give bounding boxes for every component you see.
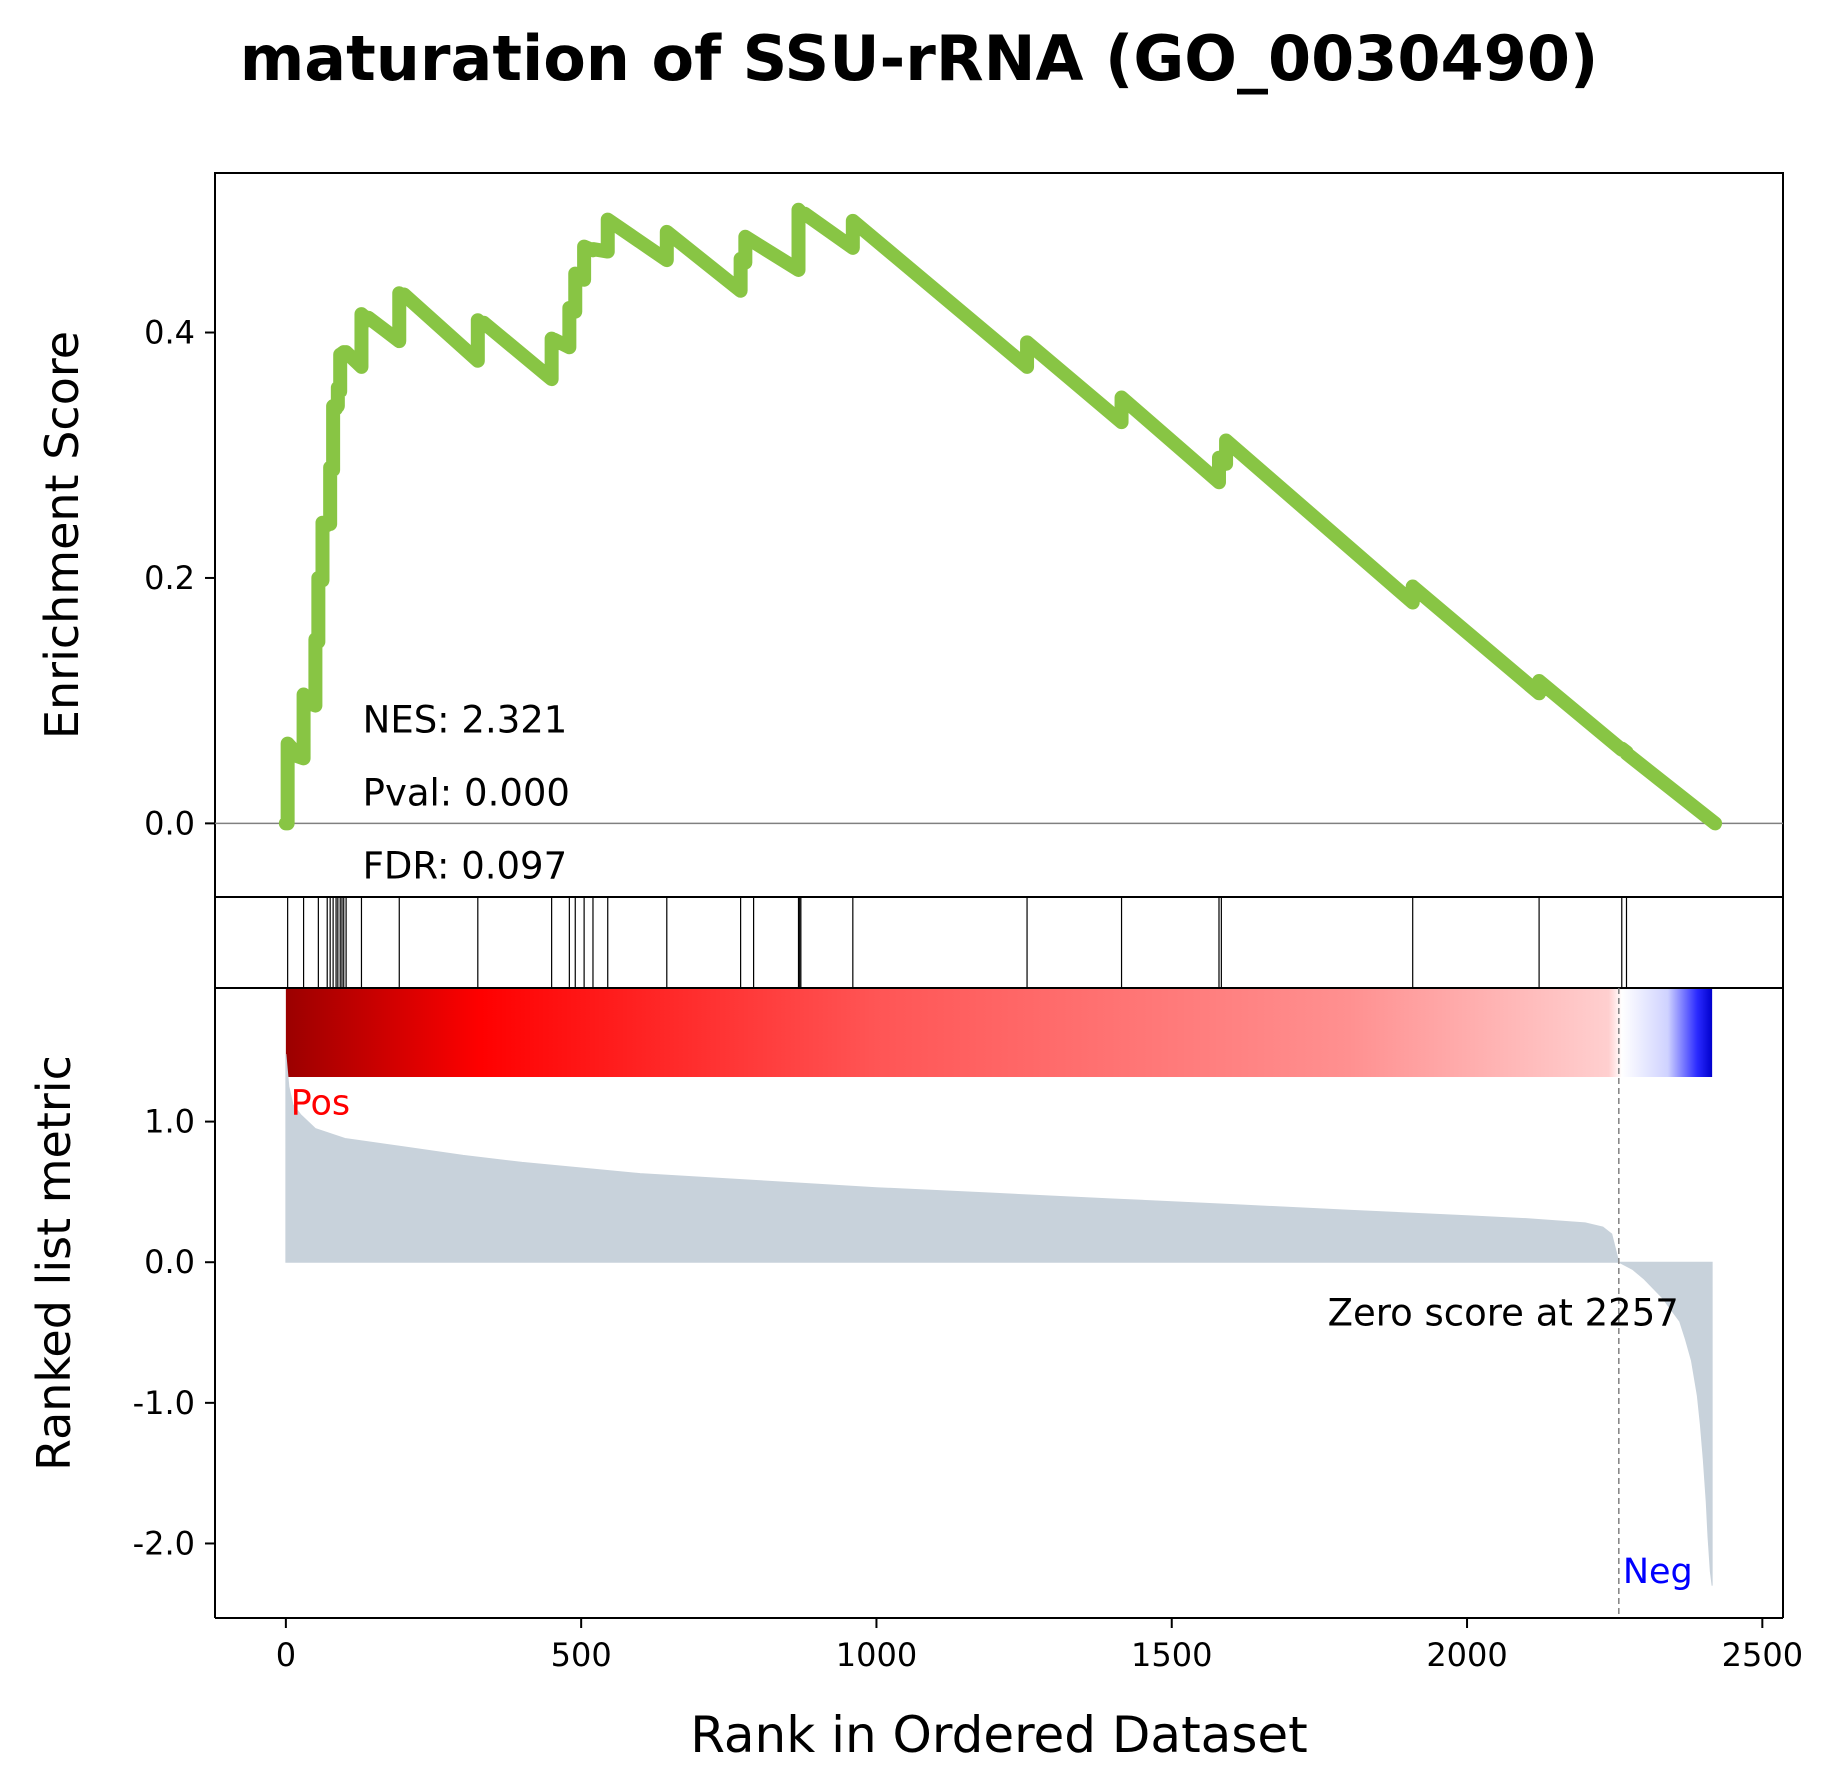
zero-score-label: Zero score at 2257 [1328, 1292, 1679, 1335]
xtick-label: 500 [551, 1636, 612, 1674]
es-ytick-label: 0.0 [144, 804, 195, 842]
es-ytick-label: 0.4 [144, 314, 195, 352]
es-stat-label: FDR: 0.097 [363, 845, 568, 888]
xtick-label: 2000 [1426, 1636, 1507, 1674]
ranked-metric-panel: 1.0 0.0 -1.0 -2.0 Ranked list metric Pos Neg Ze… [27, 987, 1784, 1619]
es-line [278, 202, 1723, 831]
xtick-label: 2500 [1722, 1636, 1803, 1674]
es-ylabel: Enrichment Score [35, 331, 89, 739]
es-stat-label: NES: 2.321 [363, 699, 568, 742]
x-axis-label: Rank in Ordered Dataset [690, 1706, 1307, 1764]
rank-colorbar [285, 988, 1713, 1077]
chart-title: maturation of SSU-rRNA (GO_0030490) [239, 22, 1599, 95]
rank-ytick-label: -2.0 [133, 1524, 195, 1562]
rank-ytick-label: 1.0 [144, 1103, 195, 1141]
rank-ylabel: Ranked list metric [27, 1055, 81, 1471]
pos-label: Pos [291, 1084, 351, 1124]
gene-hits-panel [214, 896, 1784, 989]
hits-frame [214, 896, 1784, 989]
enrichment-score-panel: 0.0 0.2 0.4 Enrichment Score NES: 2.321 Pval:… [35, 172, 1784, 898]
ranked-metric-area [285, 1054, 1713, 1586]
xtick-label: 1500 [1131, 1636, 1212, 1674]
es-ytick-label: 0.2 [144, 559, 195, 597]
xtick-label: 1000 [836, 1636, 917, 1674]
rank-ytick-label: -1.0 [133, 1384, 195, 1422]
xtick-label: 0 [276, 1636, 296, 1674]
neg-label: Neg [1623, 1552, 1693, 1592]
x-axis: 0 500 1000 1500 2000 2500 Rank in Ordered Data… [276, 1618, 1803, 1764]
es-stat-label: Pval: 0.000 [363, 772, 570, 815]
rank-ytick-label: 0.0 [144, 1243, 195, 1281]
